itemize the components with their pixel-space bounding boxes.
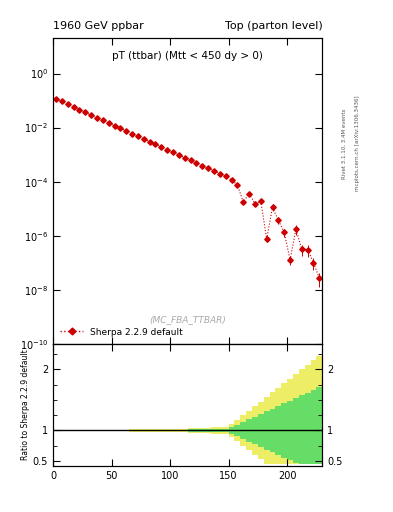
Text: pT (ttbar) (Mtt < 450 dy > 0): pT (ttbar) (Mtt < 450 dy > 0) bbox=[112, 51, 263, 60]
Text: Rivet 3.1.10, 3.4M events: Rivet 3.1.10, 3.4M events bbox=[342, 108, 346, 179]
Y-axis label: Ratio to Sherpa 2.2.9 default: Ratio to Sherpa 2.2.9 default bbox=[21, 350, 30, 460]
Legend: Sherpa 2.2.9 default: Sherpa 2.2.9 default bbox=[57, 325, 185, 339]
Text: (MC_FBA_TTBAR): (MC_FBA_TTBAR) bbox=[149, 315, 226, 324]
Text: Top (parton level): Top (parton level) bbox=[224, 21, 322, 31]
Text: 1960 GeV ppbar: 1960 GeV ppbar bbox=[53, 21, 144, 31]
Text: mcplots.cern.ch [arXiv:1306.3436]: mcplots.cern.ch [arXiv:1306.3436] bbox=[355, 96, 360, 191]
